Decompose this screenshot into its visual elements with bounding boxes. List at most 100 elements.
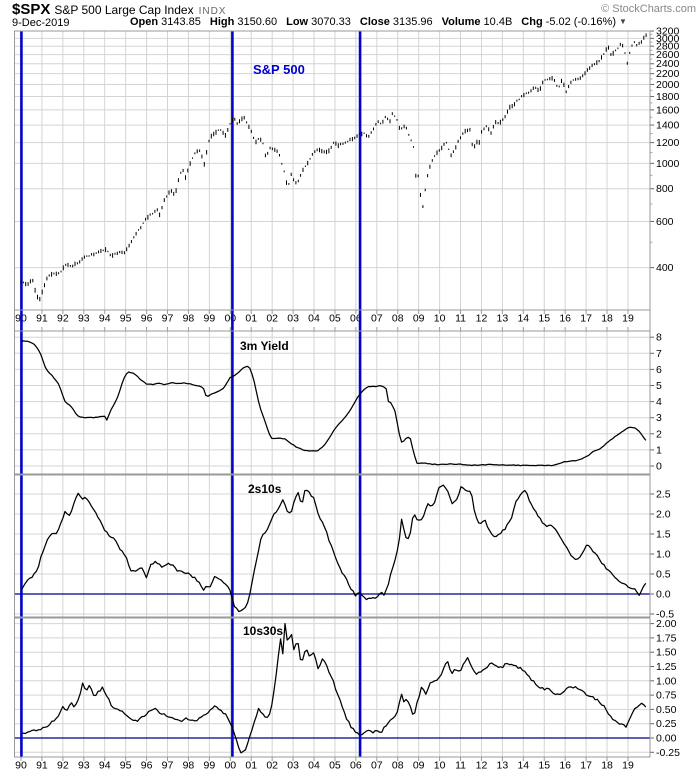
x-tick-label: 05 xyxy=(329,313,341,325)
volume-value: 10.4B xyxy=(483,16,513,28)
y-tick-label: 2200 xyxy=(656,68,680,80)
y-tick-label: 0.50 xyxy=(656,704,677,716)
y-tick-label: 0.5 xyxy=(656,569,671,581)
chg-label: Chg xyxy=(521,16,543,28)
panel-title-sp500: S&P 500 xyxy=(253,62,305,77)
y-tick-label: 6 xyxy=(656,364,662,376)
x-tick-label: 00 xyxy=(224,313,236,325)
x-tick-label: 00 xyxy=(224,760,236,772)
y-tick-label: 1 xyxy=(656,444,662,456)
y-tick-label: 1600 xyxy=(656,104,680,116)
y-tick-label: 3000 xyxy=(656,33,680,45)
panel-title-2s10s: 2s10s xyxy=(248,482,282,496)
x-tick-label: 98 xyxy=(183,760,195,772)
y-axis-labels: 3200300028002600240022002000180016001400… xyxy=(650,26,680,759)
x-tick-label: 10 xyxy=(434,760,446,772)
x-tick-label: 03 xyxy=(287,760,299,772)
y-tick-label: -0.5 xyxy=(656,609,674,621)
open-label: Open xyxy=(130,16,159,28)
x-tick-label: 13 xyxy=(497,313,509,325)
y-tick-label: 2000 xyxy=(656,79,680,91)
x-tick-label: 11 xyxy=(455,313,466,325)
close-value: 3135.96 xyxy=(392,16,433,28)
y-tick-label: 1200 xyxy=(656,137,680,149)
x-tick-label: 99 xyxy=(204,760,216,772)
panel-title-3m-yield: 3m Yield xyxy=(240,339,289,353)
y-tick-label: 2.00 xyxy=(656,618,677,630)
close-label: Close xyxy=(359,16,390,28)
y-tick-label: 0.0 xyxy=(656,589,671,601)
x-axis-labels: 9090919192929393949495959696979798989999… xyxy=(15,313,634,772)
chg-value: -5.02 (-0.16%) xyxy=(545,16,616,28)
y-tick-label: 8 xyxy=(656,332,662,344)
x-tick-label: 91 xyxy=(36,313,48,325)
x-tick-label: 04 xyxy=(308,760,320,772)
x-tick-label: 13 xyxy=(497,760,509,772)
x-tick-label: 14 xyxy=(517,760,529,772)
x-tick-label: 15 xyxy=(538,760,550,772)
gridlines xyxy=(14,31,650,757)
x-tick-label: 08 xyxy=(392,760,404,772)
panel-borders xyxy=(14,30,651,758)
x-tick-label: 18 xyxy=(601,760,613,772)
y-tick-label: -0.25 xyxy=(656,747,680,759)
y-tick-label: 1.50 xyxy=(656,647,677,659)
x-tick-label: 94 xyxy=(99,760,111,772)
y-tick-label: 1400 xyxy=(656,120,680,132)
x-tick-label: 01 xyxy=(245,313,257,325)
y-tick-label: 1.00 xyxy=(656,675,677,687)
x-tick-label: 92 xyxy=(57,313,69,325)
y-tick-label: 600 xyxy=(656,216,674,228)
low-label: Low xyxy=(286,16,309,28)
x-tick-label: 92 xyxy=(57,760,69,772)
series-line-3m Yield xyxy=(20,340,647,467)
sp500-price-bars xyxy=(20,33,647,302)
y-tick-label: 2 xyxy=(656,428,662,440)
y-tick-label: 2600 xyxy=(656,49,680,61)
y-tick-label: 1000 xyxy=(656,158,680,170)
year-tick-marks xyxy=(20,310,629,761)
x-tick-label: 99 xyxy=(204,313,216,325)
y-tick-label: 0.25 xyxy=(656,718,677,730)
open-value: 3143.85 xyxy=(161,16,201,28)
y-tick-label: 3 xyxy=(656,412,662,424)
y-tick-label: 3200 xyxy=(656,26,680,38)
x-tick-label: 93 xyxy=(78,760,90,772)
ticker-exchange: INDX xyxy=(198,6,227,17)
y-tick-label: 2.0 xyxy=(656,509,671,521)
x-tick-label: 17 xyxy=(580,313,592,325)
y-tick-label: 1.75 xyxy=(656,632,677,644)
x-tick-label: 19 xyxy=(622,760,634,772)
x-tick-label: 16 xyxy=(559,313,571,325)
y-tick-label: 5 xyxy=(656,380,662,392)
y-tick-label: 4 xyxy=(656,396,662,408)
y-tick-label: 0 xyxy=(656,461,662,473)
y-tick-label: 400 xyxy=(656,262,674,274)
x-tick-label: 06 xyxy=(350,760,362,772)
quote-summary: Open 3143.85 High 3150.60 Low 3070.33 Close 313… xyxy=(130,16,627,28)
x-tick-label: 91 xyxy=(36,760,48,772)
stockcharts-copyright-link[interactable]: © StockCharts.com xyxy=(601,3,696,15)
x-tick-label: 95 xyxy=(120,313,132,325)
y-tick-label: 1800 xyxy=(656,91,680,103)
x-tick-label: 06 xyxy=(350,313,362,325)
y-tick-label: 0.00 xyxy=(656,733,677,745)
x-tick-label: 96 xyxy=(141,760,153,772)
chart-header: $SPX S&P 500 Large Cap Index INDX xyxy=(12,1,226,19)
x-tick-label: 14 xyxy=(517,313,529,325)
x-tick-label: 96 xyxy=(141,313,153,325)
x-tick-label: 97 xyxy=(162,760,174,772)
x-tick-label: 02 xyxy=(266,313,278,325)
x-tick-label: 12 xyxy=(476,313,488,325)
y-tick-label: 0.75 xyxy=(656,690,677,702)
y-tick-label: 2.5 xyxy=(656,489,671,501)
x-tick-label: 10 xyxy=(434,313,446,325)
x-tick-label: 07 xyxy=(371,760,383,772)
x-tick-label: 97 xyxy=(162,313,174,325)
y-tick-label: 1.25 xyxy=(656,661,677,673)
x-tick-label: 93 xyxy=(78,313,90,325)
series-line-10s30s xyxy=(20,622,647,754)
volume-label: Volume xyxy=(441,16,481,28)
y-tick-label: 2400 xyxy=(656,58,680,70)
